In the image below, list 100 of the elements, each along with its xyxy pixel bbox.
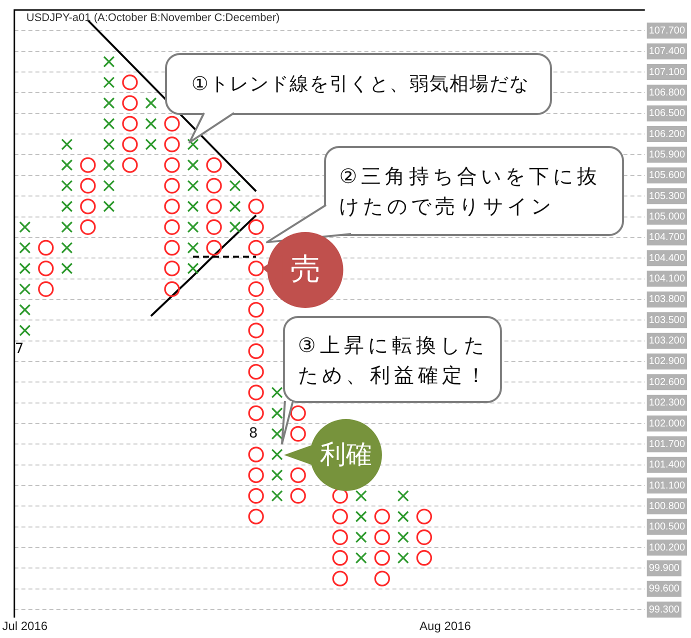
point	[103, 97, 115, 109]
point	[164, 240, 180, 256]
point	[80, 198, 96, 214]
point	[271, 428, 283, 440]
point	[187, 138, 199, 150]
point	[290, 467, 306, 484]
y-tick-label: 107.700	[648, 25, 686, 36]
point	[145, 138, 157, 150]
point	[122, 116, 138, 132]
point	[355, 552, 367, 564]
point	[164, 178, 180, 194]
point	[80, 219, 96, 235]
y-tick-label: 101.400	[648, 460, 686, 471]
point	[397, 552, 409, 564]
point	[61, 138, 73, 150]
point	[248, 198, 264, 214]
y-tick-label: 105.600	[648, 170, 686, 182]
y-tick-label: 107.400	[648, 46, 686, 58]
point	[397, 531, 409, 544]
point	[187, 159, 199, 171]
point	[122, 74, 138, 90]
point	[229, 200, 241, 212]
point	[416, 550, 432, 566]
x-tick-label: Aug 2016	[420, 619, 472, 634]
point	[271, 448, 283, 460]
annotation: ②三角持ち合いを下に抜けたので売りサイン	[325, 147, 624, 236]
point	[164, 198, 180, 214]
point	[122, 136, 138, 152]
point	[248, 508, 264, 524]
point	[355, 490, 367, 502]
point	[271, 386, 283, 398]
y-tick-label: 104.700	[648, 232, 686, 244]
y-tick-label: 106.800	[648, 87, 686, 98]
point	[103, 118, 115, 130]
y-tick-label: 105.900	[648, 149, 686, 160]
y-tick-label: 105.000	[648, 212, 686, 223]
point	[80, 178, 96, 194]
point	[332, 508, 348, 524]
point	[248, 240, 264, 256]
y-tick-label: 103.800	[648, 294, 686, 306]
point	[164, 157, 180, 173]
point	[332, 488, 348, 504]
y-tick-label: 100.200	[648, 542, 686, 554]
point	[374, 508, 390, 524]
point	[122, 95, 138, 111]
point	[206, 157, 222, 173]
point	[61, 221, 73, 233]
point	[38, 260, 54, 276]
point	[248, 364, 264, 380]
point	[187, 200, 199, 212]
y-tick-label: 101.700	[648, 438, 686, 450]
annotation: 利確	[310, 418, 382, 491]
point	[103, 56, 115, 68]
point	[229, 221, 241, 233]
point	[248, 446, 264, 462]
y-tick-label: 102.000	[648, 418, 686, 430]
point	[290, 405, 306, 422]
y-tick-label: 104.400	[648, 252, 686, 264]
y-tick-label: 104.100	[648, 274, 686, 285]
point	[164, 281, 180, 297]
annotation: 7	[14, 341, 24, 358]
point	[103, 159, 115, 171]
point	[61, 242, 73, 254]
point	[229, 180, 241, 192]
point	[397, 510, 409, 522]
point	[206, 240, 222, 256]
point	[164, 219, 180, 235]
point	[122, 157, 138, 173]
point	[80, 157, 96, 173]
point	[145, 118, 157, 130]
point	[332, 550, 348, 566]
point	[187, 262, 199, 274]
point	[103, 180, 115, 192]
point	[271, 469, 283, 482]
point	[355, 510, 367, 522]
point	[248, 384, 264, 400]
point	[19, 324, 31, 336]
point	[164, 136, 180, 152]
point	[61, 262, 73, 274]
y-tick-label: 105.300	[648, 190, 686, 202]
y-tick-label: 103.200	[648, 336, 686, 347]
point	[19, 221, 31, 233]
point	[290, 426, 306, 442]
y-tick-label: 99.300	[648, 604, 680, 616]
point	[19, 283, 31, 295]
point	[206, 198, 222, 214]
point	[374, 550, 390, 566]
point	[103, 200, 115, 212]
point	[38, 240, 54, 256]
point	[248, 343, 264, 359]
point	[332, 570, 348, 586]
point	[248, 467, 264, 484]
point	[187, 221, 199, 233]
annotation: ①トレンド線を引くと、弱気相場だな	[166, 54, 551, 114]
point	[332, 529, 348, 546]
y-tick-label: 102.600	[648, 376, 686, 388]
y-tick-label: 99.600	[648, 584, 680, 595]
point	[355, 531, 367, 544]
y-tick-label: 106.500	[648, 108, 686, 120]
point	[19, 262, 31, 274]
